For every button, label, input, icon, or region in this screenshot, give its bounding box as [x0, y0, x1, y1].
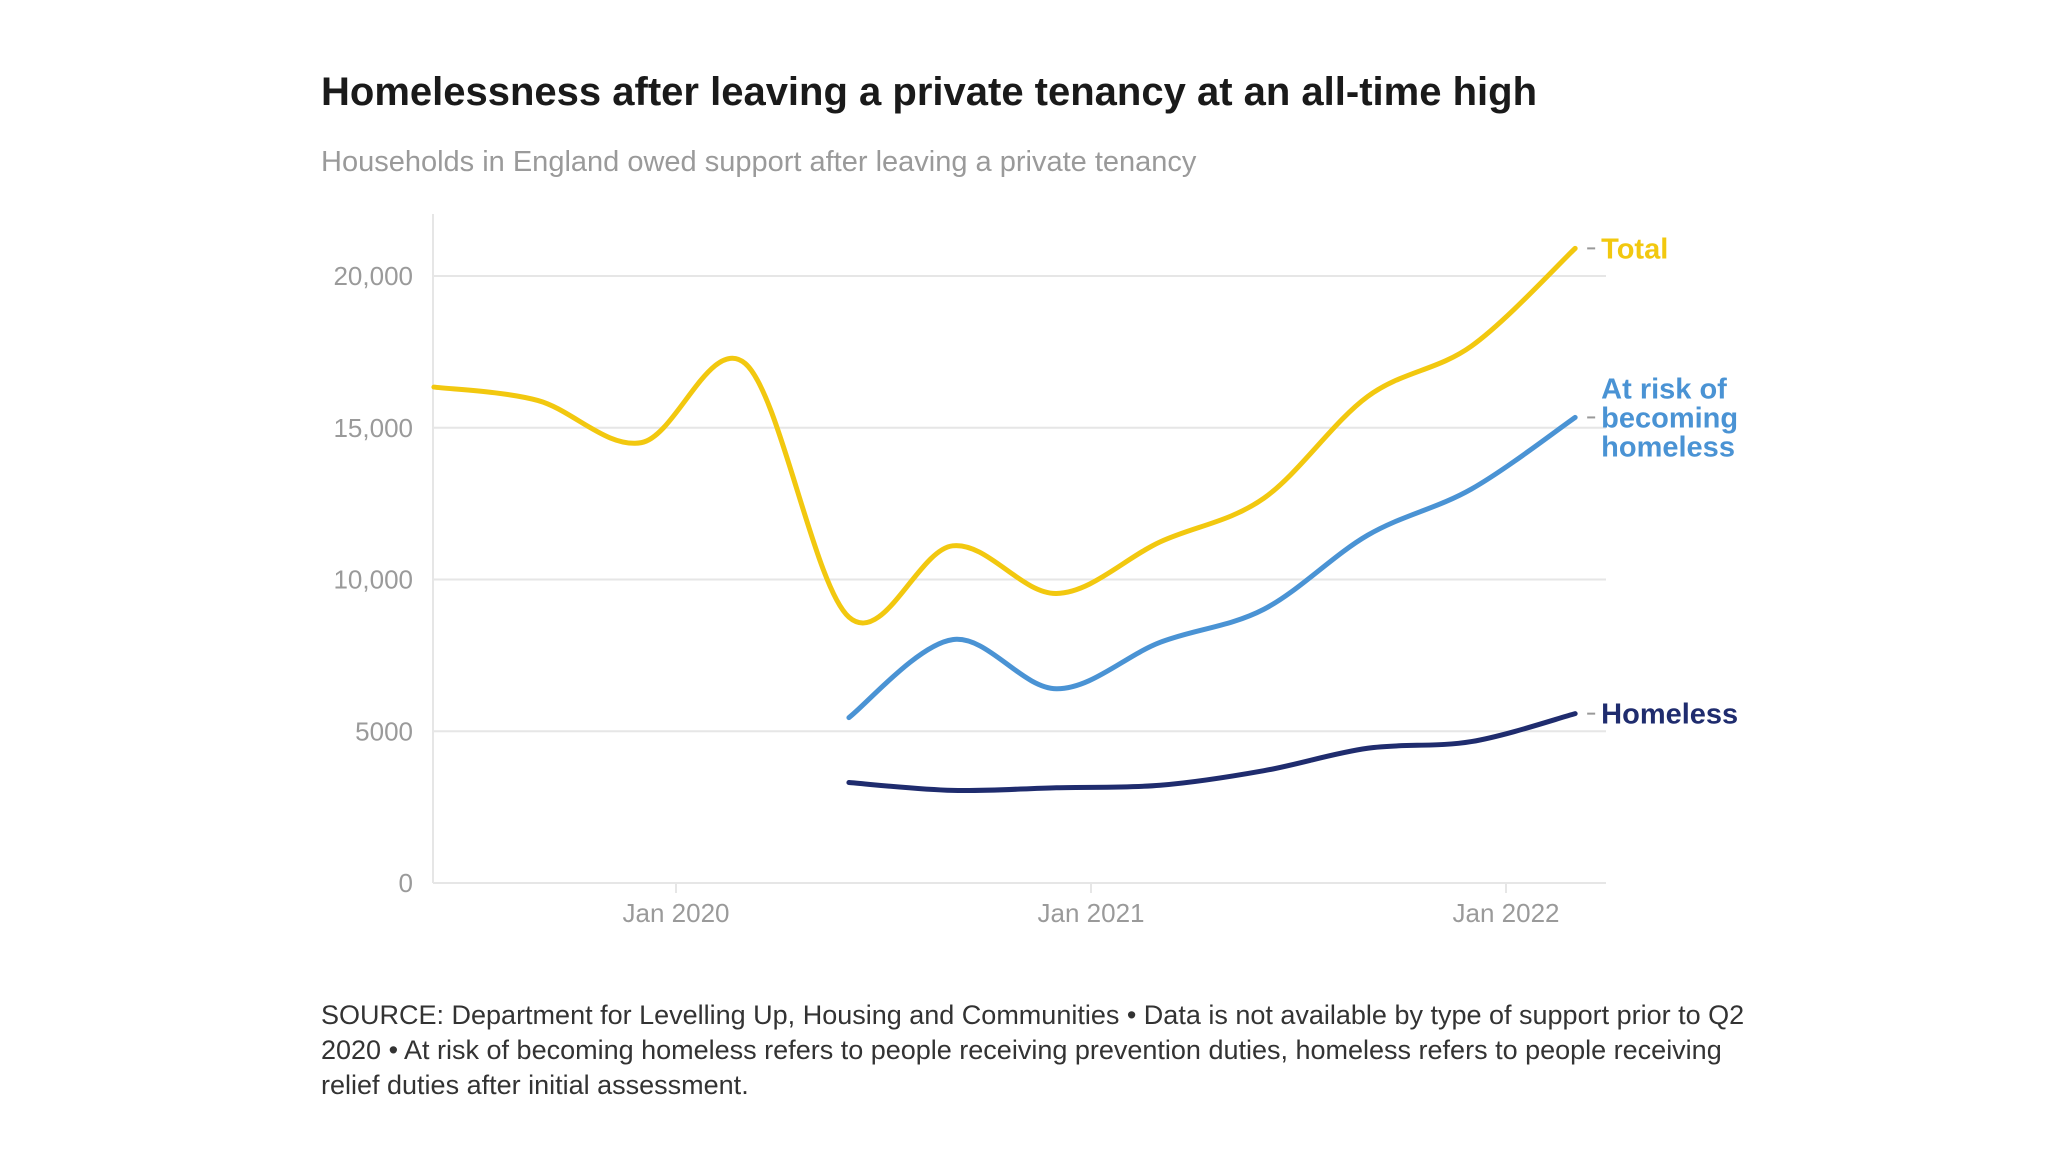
y-tick-label: 15,000	[333, 413, 413, 443]
series-line	[846, 414, 1578, 721]
series-label: At risk of	[1601, 373, 1727, 405]
y-tick-label: 20,000	[333, 261, 413, 291]
series-label: Homeless	[1601, 699, 1738, 731]
chart-title: Homelessness after leaving a private ten…	[321, 70, 1537, 114]
y-tick-label: 5000	[355, 716, 413, 746]
chart-subtitle: Households in England owed support after…	[321, 146, 1197, 178]
series-line	[431, 245, 1578, 626]
x-tick-label: Jan 2020	[623, 898, 730, 928]
y-tick-label: 10,000	[333, 565, 413, 595]
source-note: SOURCE: Department for Levelling Up, Hou…	[321, 1000, 1745, 1100]
series-line	[846, 711, 1578, 794]
series-label: becoming	[1601, 402, 1738, 434]
series-label: homeless	[1601, 431, 1735, 463]
y-tick-label: 0	[399, 868, 413, 898]
x-tick-label: Jan 2021	[1038, 898, 1145, 928]
series-label: Total	[1601, 233, 1668, 265]
x-tick-label: Jan 2022	[1453, 898, 1560, 928]
